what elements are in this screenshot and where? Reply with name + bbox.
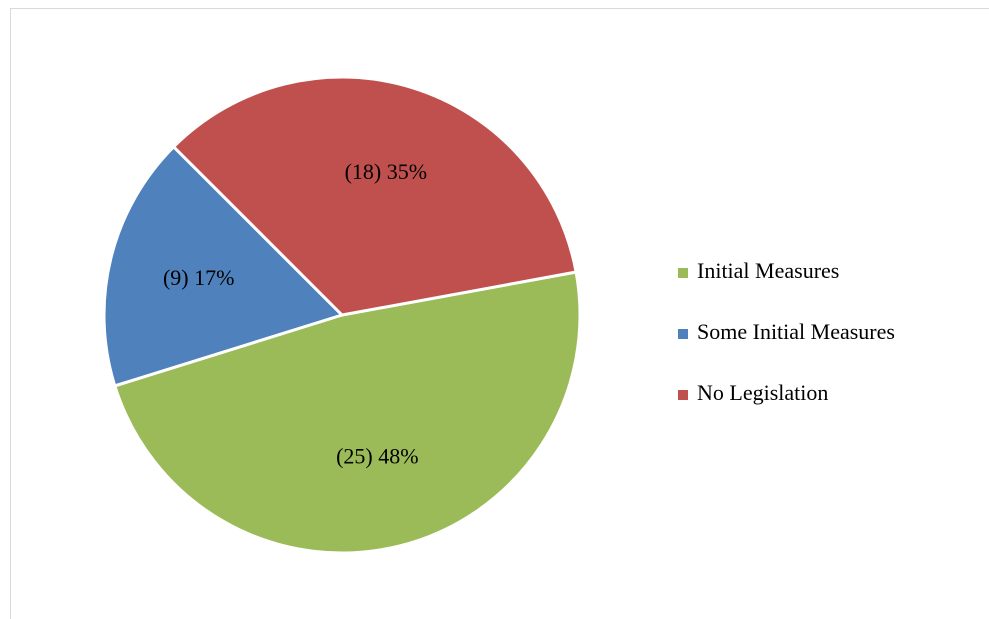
legend-label: No Legislation [697, 380, 828, 405]
data-label: (9) 17% [163, 265, 234, 290]
legend-label: Initial Measures [697, 258, 839, 283]
legend-swatch [678, 390, 688, 400]
data-label: (18) 35% [345, 159, 427, 184]
data-label: (25) 48% [336, 443, 418, 468]
pie-slice [102, 144, 345, 388]
legend-label: Some Initial Measures [697, 319, 895, 344]
legend-swatch [678, 268, 688, 278]
legend-swatch [678, 329, 688, 339]
pie-slice [112, 270, 582, 555]
pie-slice [171, 75, 578, 317]
